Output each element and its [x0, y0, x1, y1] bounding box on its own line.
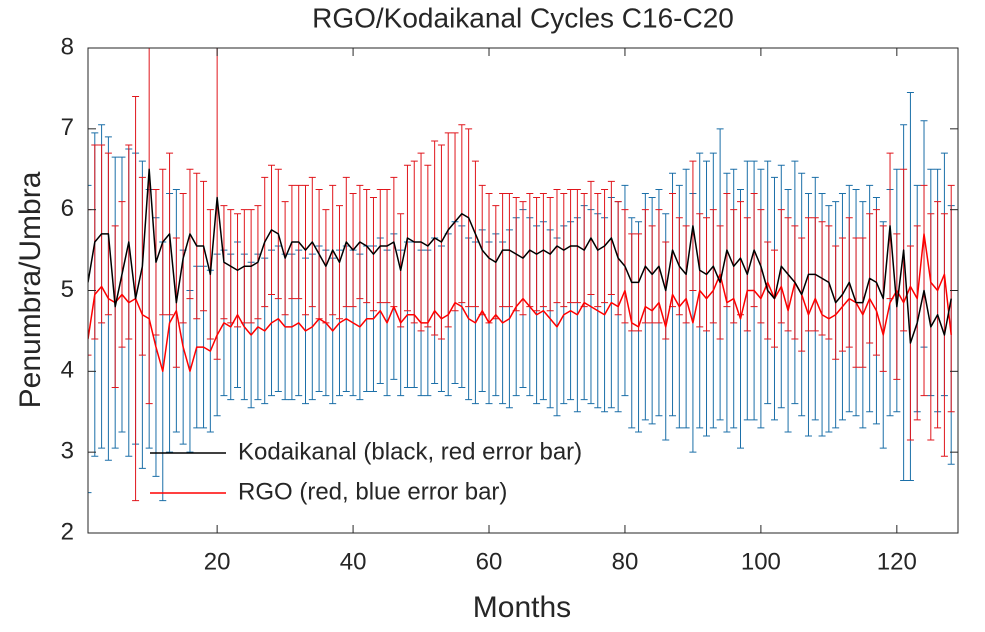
y-tick-label: 2: [61, 518, 74, 545]
y-tick-label: 8: [61, 33, 74, 60]
x-tick-label: 20: [204, 548, 231, 575]
legend-label: RGO (red, blue error bar): [238, 478, 507, 505]
legend-label: Kodaikanal (black, red error bar): [238, 438, 582, 465]
series-line: [88, 233, 952, 373]
error-bar: [88, 184, 92, 494]
series-line: [88, 168, 952, 344]
x-tick-label: 100: [741, 548, 781, 575]
y-tick-label: 7: [61, 114, 74, 141]
x-tick-label: 120: [877, 548, 917, 575]
y-axis-label: Penumbra/Umbra: [14, 171, 47, 408]
y-tick-label: 4: [61, 357, 74, 384]
axes: 2 3 4 5 6 7 8 20 40 60 80 100 120: [61, 33, 958, 575]
x-tick-label: 60: [476, 548, 503, 575]
x-tick-label: 80: [612, 548, 639, 575]
x-tick-label: 40: [340, 548, 367, 575]
x-axis-label: Months: [473, 591, 571, 624]
lines: [88, 168, 952, 373]
y-tick-label: 5: [61, 276, 74, 303]
y-tick-label: 3: [61, 438, 74, 465]
legend: Kodaikanal (black, red error bar) RGO (re…: [150, 438, 582, 505]
axes-box: [87, 47, 959, 534]
y-tick-label: 6: [61, 195, 74, 222]
chart-title: RGO/Kodaikanal Cycles C16-C20: [312, 2, 734, 33]
